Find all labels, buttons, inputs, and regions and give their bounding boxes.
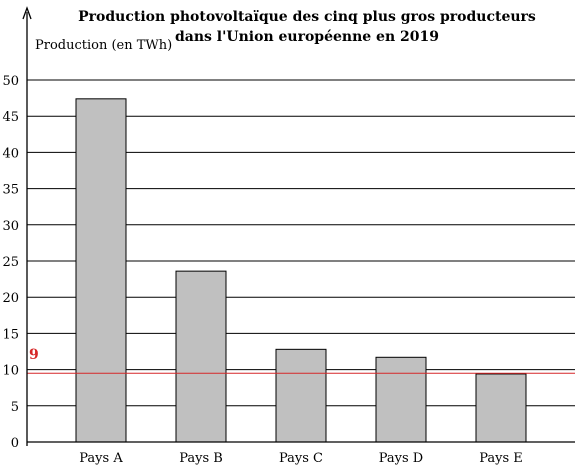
y-tick-label: 50 (2, 74, 19, 89)
x-category-label: Pays D (379, 451, 423, 466)
y-tick-label: 25 (2, 255, 19, 270)
bar (375, 356, 427, 443)
y-axis-arrow (22, 6, 32, 20)
bar (475, 373, 527, 443)
x-category-labels: Pays A Pays B Pays C Pays D Pays E (79, 451, 523, 466)
bar (75, 98, 127, 443)
y-axis-label: Production (en TWh) (35, 38, 172, 53)
y-tick-label: 45 (2, 110, 19, 125)
y-tick-label: 40 (2, 146, 19, 161)
bar (275, 348, 327, 443)
axes (22, 6, 575, 446)
bars (75, 98, 527, 443)
x-category-label: Pays A (79, 451, 123, 466)
chart-title-line2: dans l'Union européenne en 2019 (175, 29, 439, 45)
y-tick-label: 10 (2, 364, 19, 379)
y-tick-labels: 0 5 10 15 20 25 30 35 40 45 50 (2, 74, 19, 451)
y-tick-label: 20 (2, 291, 19, 306)
y-tick-label: 15 (2, 327, 19, 342)
y-tick-label: 30 (2, 219, 19, 234)
reference-line-label: 9 (29, 347, 39, 363)
chart-title-line1: Production photovoltaïque des cinq plus … (78, 9, 536, 25)
x-category-label: Pays B (179, 451, 223, 466)
reference-line-group: 9 (27, 347, 575, 374)
y-tick-label: 0 (11, 436, 19, 451)
y-tick-label: 35 (2, 183, 19, 198)
y-tick-label: 5 (11, 400, 19, 415)
bar (175, 270, 227, 443)
x-category-label: Pays E (479, 451, 523, 466)
x-category-label: Pays C (279, 451, 323, 466)
